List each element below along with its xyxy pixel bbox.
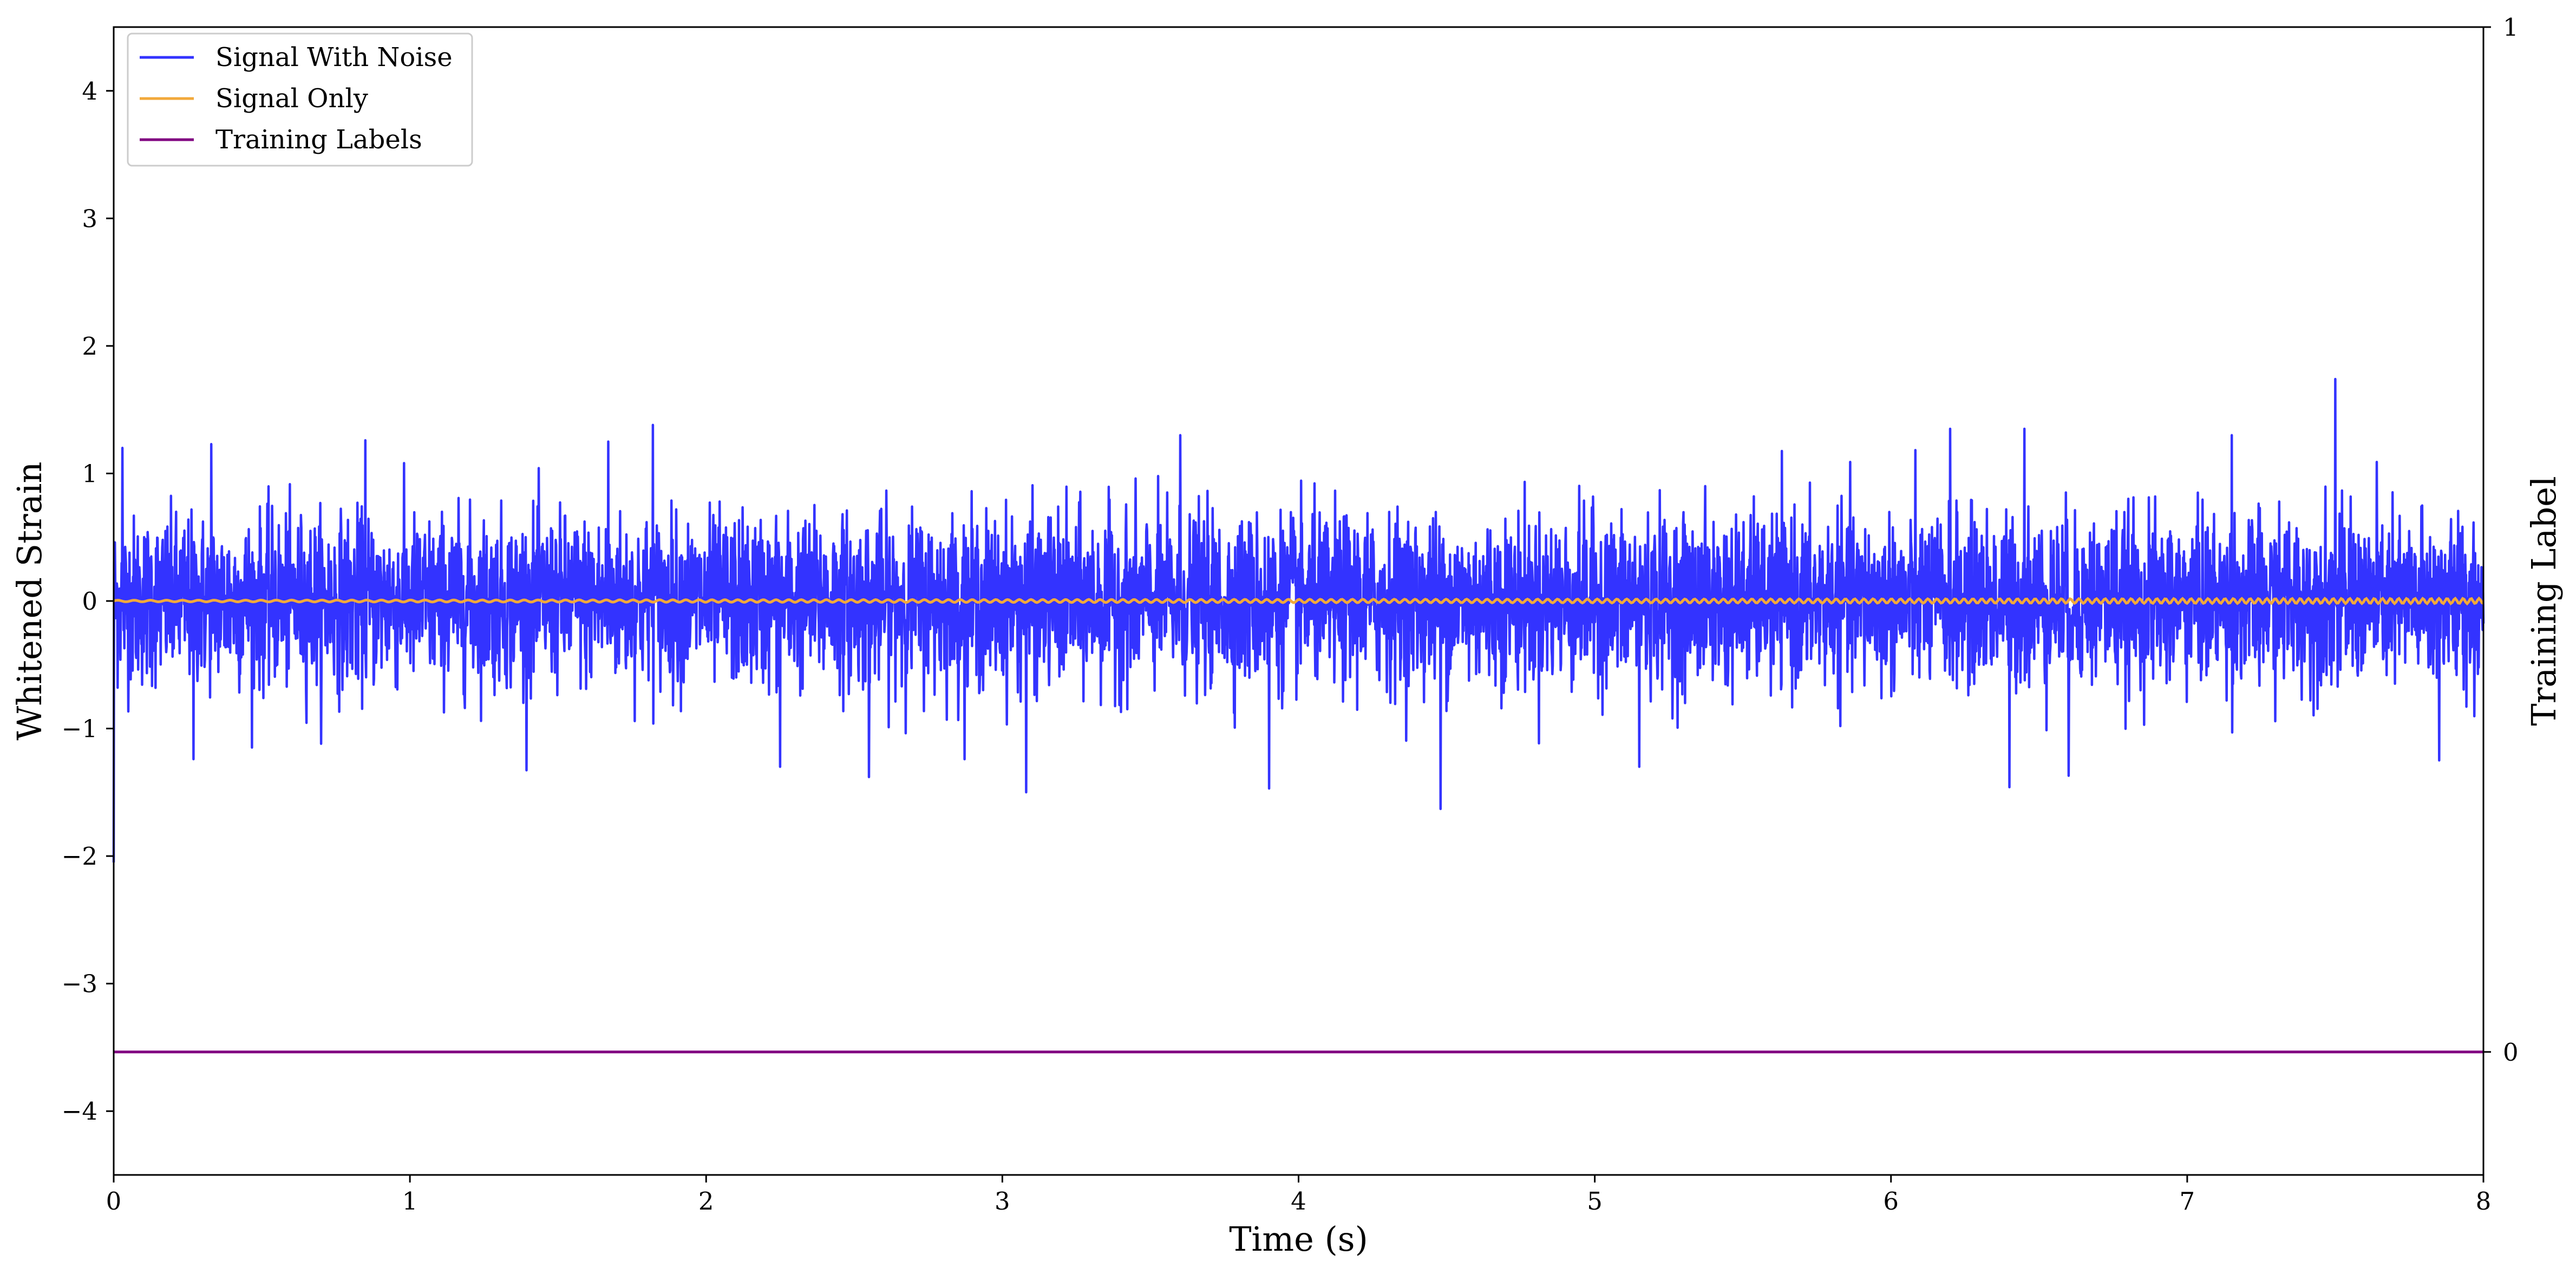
legend-label: Signal Only (215, 83, 368, 114)
y-tick-label: 1 (82, 459, 97, 488)
legend: Signal With Noise Signal Only Training Lab… (127, 32, 473, 167)
x-tick-label: 3 (995, 1187, 1010, 1216)
y2-tick-label: 1 (2503, 13, 2519, 42)
x-tick-label: 0 (106, 1187, 122, 1216)
y-tick-label: −3 (62, 970, 97, 998)
x-tick-label: 2 (698, 1187, 714, 1216)
y-tick-label: 4 (82, 77, 97, 106)
x-tick-label: 6 (1883, 1187, 1899, 1216)
y2-axis-label: Training Label (2524, 476, 2564, 726)
x-tick-label: 1 (402, 1187, 418, 1216)
y2-axis: 01 (2483, 13, 2519, 1067)
y-tick-label: −2 (62, 842, 97, 871)
legend-label: Signal With Noise (215, 42, 453, 73)
legend-label: Training Labels (215, 125, 422, 155)
x-axis-label: Time (s) (1229, 1219, 1368, 1259)
x-tick-label: 4 (1291, 1187, 1306, 1216)
noise-line (112, 377, 2485, 863)
y2-tick-label: 0 (2503, 1038, 2519, 1067)
series-signal-with-noise (112, 377, 2485, 863)
y-axis-label: Whitened Strain (10, 462, 49, 741)
x-tick-label: 7 (2180, 1187, 2195, 1216)
y-tick-label: −1 (62, 715, 97, 743)
legend-box (127, 32, 473, 167)
y-tick-label: 3 (82, 204, 97, 233)
signal-line (113, 596, 2485, 606)
y-axis: −4 −3 −2 −1 0 1 2 3 4 (62, 77, 114, 1126)
x-tick-label: 8 (2476, 1187, 2492, 1216)
series-signal-only (113, 596, 2485, 606)
y-tick-label: 2 (82, 332, 97, 361)
x-tick-label: 5 (1587, 1187, 1603, 1216)
x-axis: 0 1 2 3 4 5 6 7 8 (106, 1175, 2492, 1216)
y-tick-label: −4 (62, 1097, 97, 1126)
y-tick-label: 0 (82, 587, 97, 616)
